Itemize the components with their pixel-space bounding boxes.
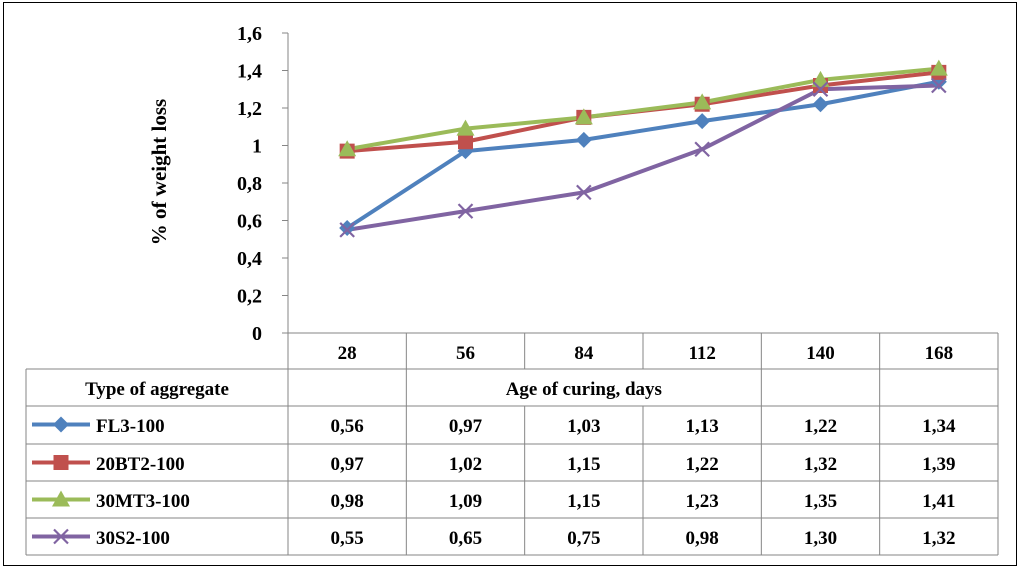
data-point-marker bbox=[694, 113, 711, 130]
series-name: 30S2-100 bbox=[96, 528, 170, 549]
table-value-cell: 1,02 bbox=[449, 454, 482, 475]
x-category-label: 56 bbox=[456, 343, 475, 364]
table-value-cell: 1,15 bbox=[567, 454, 600, 475]
data-point-marker bbox=[339, 222, 355, 238]
table-value-cell: 1,23 bbox=[686, 491, 719, 512]
x-category-label: 112 bbox=[688, 343, 715, 364]
table-value-cell: 1,09 bbox=[449, 491, 482, 512]
series-name: 20BT2-100 bbox=[96, 454, 185, 475]
table-header-label: Type of aggregate bbox=[85, 379, 229, 400]
table-value-cell: 0,75 bbox=[567, 528, 600, 549]
table-value-cell: 1,15 bbox=[567, 491, 600, 512]
table-value-cell: 1,13 bbox=[686, 416, 719, 437]
table-value-cell: 1,39 bbox=[922, 454, 955, 475]
table-value-cell: 0,97 bbox=[331, 454, 365, 475]
table-x-axis-label: Age of curing, days bbox=[506, 379, 662, 400]
legend-key-marker bbox=[52, 490, 70, 507]
y-tick-label: 1,6 bbox=[237, 23, 262, 45]
data-point-marker bbox=[575, 131, 592, 148]
data-point-marker bbox=[811, 70, 830, 87]
table-value-cell: 1,22 bbox=[686, 454, 719, 475]
data-point-marker bbox=[931, 77, 947, 94]
table-value-cell: 1,35 bbox=[804, 491, 837, 512]
table-value-cell: 1,30 bbox=[804, 528, 837, 549]
series-line bbox=[345, 83, 941, 232]
series-name: FL3-100 bbox=[96, 416, 165, 437]
data-point-marker bbox=[693, 93, 712, 110]
table-value-cell: 0,65 bbox=[449, 528, 482, 549]
x-category-label: 84 bbox=[574, 343, 594, 364]
y-tick-label: 0,6 bbox=[237, 211, 262, 233]
table-value-cell: 1,41 bbox=[922, 491, 955, 512]
data-point-marker bbox=[338, 140, 357, 157]
series-line bbox=[345, 66, 941, 152]
y-tick-label: 1,2 bbox=[237, 98, 262, 120]
y-tick-label: 1 bbox=[252, 136, 262, 158]
series-name: 30MT3-100 bbox=[96, 491, 190, 512]
x-category-label: 168 bbox=[925, 343, 954, 364]
y-tick-label: 1,4 bbox=[237, 61, 262, 83]
x-category-label: 28 bbox=[338, 343, 357, 364]
table-value-cell: 1,32 bbox=[922, 528, 955, 549]
series-line bbox=[345, 79, 941, 230]
legend-key-marker bbox=[53, 528, 69, 545]
legend-key-marker bbox=[53, 416, 69, 433]
data-point-marker bbox=[574, 108, 593, 125]
data-point-marker bbox=[576, 184, 592, 201]
data-point-marker bbox=[812, 81, 829, 98]
data-point-marker bbox=[457, 203, 474, 219]
x-category-label: 140 bbox=[806, 343, 835, 364]
y-tick-label: 0,4 bbox=[237, 248, 262, 270]
table-value-cell: 0,56 bbox=[331, 416, 364, 437]
table-value-cell: 0,98 bbox=[686, 528, 719, 549]
y-tick-label: 0,2 bbox=[237, 286, 262, 308]
data-point-marker bbox=[458, 134, 473, 150]
table-value-cell: 0,98 bbox=[331, 491, 364, 512]
table-value-cell: 1,22 bbox=[804, 416, 837, 437]
data-point-marker bbox=[456, 119, 475, 136]
table-value-cell: 1,34 bbox=[922, 416, 956, 437]
table-value-cell: 0,55 bbox=[331, 528, 364, 549]
data-point-marker bbox=[339, 220, 356, 236]
table-value-cell: 0,97 bbox=[449, 416, 483, 437]
legend-key-marker bbox=[53, 455, 69, 470]
y-tick-label: 0,8 bbox=[237, 173, 262, 195]
y-tick-label: 0 bbox=[252, 323, 262, 345]
table-value-cell: 1,03 bbox=[567, 416, 600, 437]
table-value-cell: 1,32 bbox=[804, 454, 837, 475]
data-point-marker bbox=[812, 96, 829, 113]
chart-frame bbox=[3, 2, 1017, 566]
y-axis-label: % of weight loss bbox=[147, 99, 171, 245]
data-point-marker bbox=[694, 141, 710, 158]
data-point-marker bbox=[929, 59, 948, 76]
